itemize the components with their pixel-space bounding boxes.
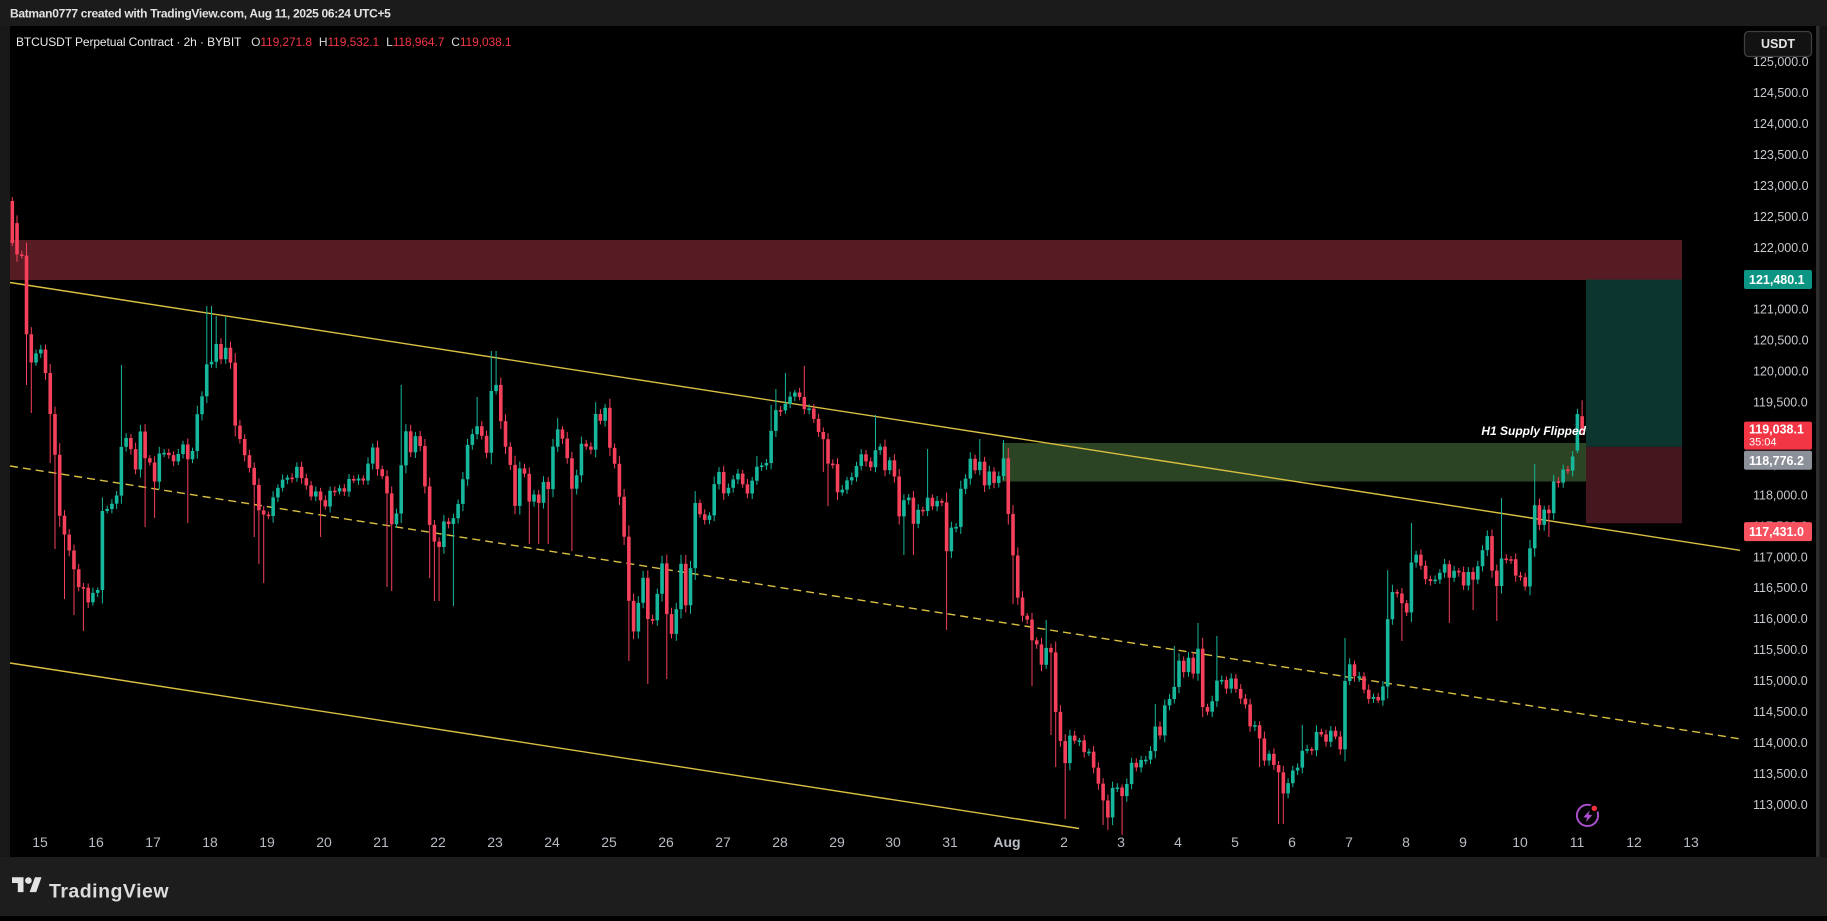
svg-text:13: 13: [1683, 834, 1699, 850]
svg-text:8: 8: [1402, 834, 1410, 850]
svg-text:120,000.0: 120,000.0: [1753, 365, 1809, 379]
svg-text:117,000.0: 117,000.0: [1753, 550, 1808, 564]
svg-text:119,500.0: 119,500.0: [1753, 396, 1808, 410]
svg-text:121,480.1: 121,480.1: [1749, 273, 1805, 287]
svg-text:27: 27: [715, 834, 731, 850]
svg-text:24: 24: [544, 834, 560, 850]
svg-text:28: 28: [772, 834, 788, 850]
svg-text:23: 23: [487, 834, 503, 850]
svg-text:5: 5: [1231, 834, 1239, 850]
svg-text:2: 2: [1060, 834, 1068, 850]
svg-text:119,038.1: 119,038.1: [1749, 422, 1804, 436]
svg-text:3: 3: [1117, 834, 1125, 850]
svg-text:114,000.0: 114,000.0: [1753, 736, 1808, 750]
svg-text:10: 10: [1512, 834, 1528, 850]
svg-text:19: 19: [259, 834, 275, 850]
svg-text:35:04: 35:04: [1749, 437, 1777, 449]
svg-text:17: 17: [145, 834, 161, 850]
svg-text:120,500.0: 120,500.0: [1753, 334, 1809, 348]
svg-text:18: 18: [202, 834, 218, 850]
svg-text:118,000.0: 118,000.0: [1753, 488, 1808, 502]
svg-text:TradingView: TradingView: [49, 881, 169, 903]
svg-text:116,000.0: 116,000.0: [1753, 612, 1808, 626]
svg-text:26: 26: [658, 834, 674, 850]
svg-text:29: 29: [829, 834, 845, 850]
svg-text:123,500.0: 123,500.0: [1753, 148, 1809, 162]
svg-text:118,776.2: 118,776.2: [1749, 454, 1804, 468]
svg-text:H1 Supply Flipped: H1 Supply Flipped: [1481, 424, 1586, 438]
svg-text:21: 21: [373, 834, 389, 850]
svg-text:115,500.0: 115,500.0: [1753, 643, 1808, 657]
svg-text:USDT: USDT: [1761, 37, 1795, 51]
svg-text:122,000.0: 122,000.0: [1753, 241, 1809, 255]
svg-text:BTCUSDT Perpetual Contract · 2: BTCUSDT Perpetual Contract · 2h · BYBITO…: [16, 35, 512, 49]
svg-text:22: 22: [430, 834, 446, 850]
svg-text:114,500.0: 114,500.0: [1753, 705, 1808, 719]
svg-text:113,000.0: 113,000.0: [1753, 798, 1808, 812]
svg-text:4: 4: [1174, 834, 1182, 850]
svg-text:7: 7: [1345, 834, 1353, 850]
svg-text:30: 30: [885, 834, 901, 850]
svg-text:121,000.0: 121,000.0: [1753, 303, 1809, 317]
svg-text:116,500.0: 116,500.0: [1753, 581, 1808, 595]
svg-text:124,000.0: 124,000.0: [1753, 117, 1809, 131]
svg-text:123,000.0: 123,000.0: [1753, 179, 1809, 193]
svg-text:115,000.0: 115,000.0: [1753, 674, 1808, 688]
svg-text:11: 11: [1570, 834, 1585, 850]
svg-text:122,500.0: 122,500.0: [1753, 210, 1809, 224]
svg-text:25: 25: [601, 834, 617, 850]
svg-text:6: 6: [1288, 834, 1296, 850]
svg-text:31: 31: [942, 834, 958, 850]
svg-text:9: 9: [1459, 834, 1467, 850]
svg-text:15: 15: [32, 834, 48, 850]
svg-text:12: 12: [1626, 834, 1642, 850]
svg-text:124,500.0: 124,500.0: [1753, 86, 1809, 100]
svg-text:Batman0777 created with Tradin: Batman0777 created with TradingView.com,…: [10, 7, 391, 21]
svg-text:117,431.0: 117,431.0: [1749, 525, 1804, 539]
svg-text:Aug: Aug: [993, 834, 1020, 850]
svg-text:16: 16: [88, 834, 104, 850]
svg-text:20: 20: [316, 834, 332, 850]
svg-text:113,500.0: 113,500.0: [1753, 767, 1808, 781]
svg-text:125,000.0: 125,000.0: [1753, 55, 1809, 69]
